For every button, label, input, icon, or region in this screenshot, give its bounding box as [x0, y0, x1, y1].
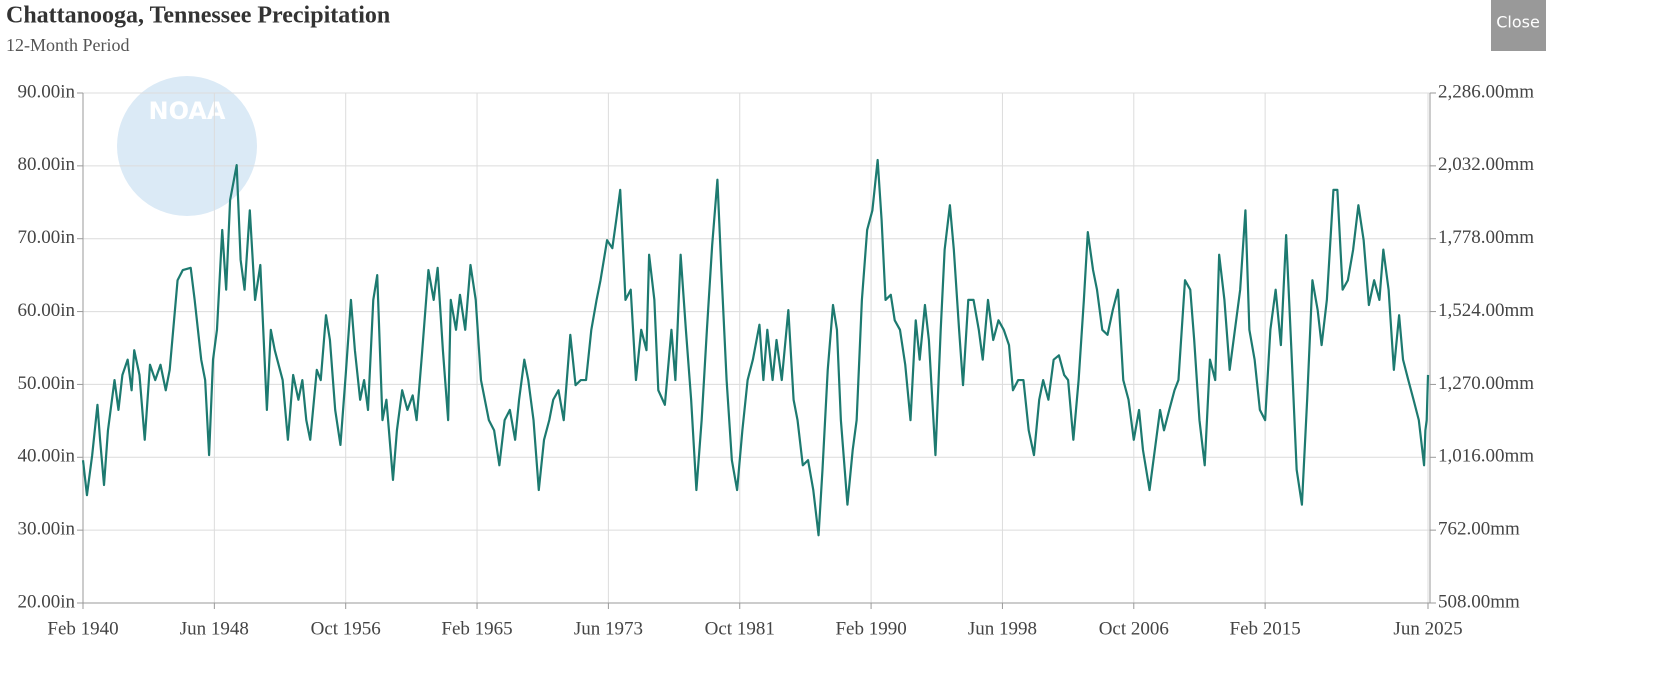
y2-tick-label: 2,032.00mm — [1438, 154, 1534, 175]
chart-subtitle: 12-Month Period — [6, 35, 130, 55]
x-tick-label: Jun 1948 — [180, 618, 249, 639]
y-tick-label: 80.00in — [17, 154, 75, 175]
close-button[interactable] — [1491, 0, 1546, 51]
x-tick-label: Oct 2006 — [1099, 618, 1169, 639]
y2-tick-label: 1,270.00mm — [1438, 373, 1534, 394]
data-line — [81, 158, 1430, 537]
x-tick-label: Oct 1956 — [311, 618, 381, 639]
x-tick-label: Feb 1990 — [835, 618, 906, 639]
y-tick-label: 60.00in — [17, 300, 75, 321]
y2-tick-label: 1,016.00mm — [1438, 446, 1534, 467]
y2-tick-label: 2,286.00mm — [1438, 81, 1534, 102]
y2-tick-label: 762.00mm — [1438, 519, 1520, 540]
close-label[interactable]: Close — [1496, 13, 1540, 32]
x-tick-label: Jun 1998 — [968, 618, 1037, 639]
x-tick-label: Oct 1981 — [705, 618, 775, 639]
x-tick-label: Jun 2025 — [1393, 618, 1462, 639]
y-tick-label: 90.00in — [17, 81, 75, 102]
x-tick-label: Feb 2015 — [1230, 618, 1301, 639]
y-tick-label: 50.00in — [17, 373, 75, 394]
y2-tick-label: 1,524.00mm — [1438, 300, 1534, 321]
chart-title: Chattanooga, Tennessee Precipitation — [6, 3, 390, 29]
x-tick-label: Feb 1940 — [47, 618, 118, 639]
y-tick-label: 30.00in — [17, 519, 75, 540]
y2-tick-label: 508.00mm — [1438, 591, 1520, 612]
y2-tick-label: 1,778.00mm — [1438, 227, 1534, 248]
logo-circle — [117, 76, 257, 216]
x-tick-label: Jun 1973 — [574, 618, 643, 639]
y-tick-label: 70.00in — [17, 227, 75, 248]
y-tick-label: 20.00in — [17, 591, 75, 612]
x-tick-label: Feb 1965 — [441, 618, 512, 639]
logo: NOAA — [149, 97, 226, 125]
y-tick-label: 40.00in — [17, 446, 75, 467]
